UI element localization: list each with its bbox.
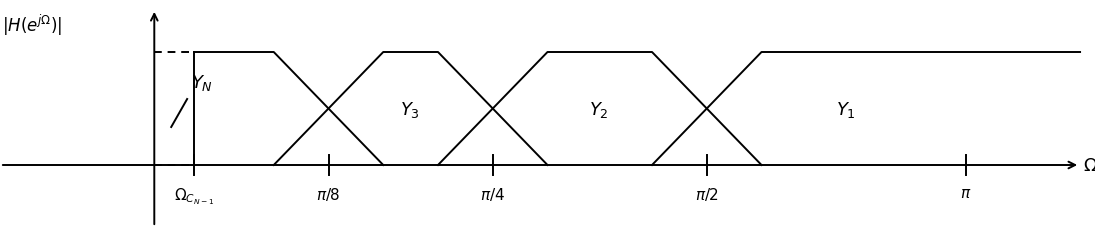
Text: $|H(e^{j\Omega})|$: $|H(e^{j\Omega})|$ (2, 13, 62, 38)
Text: $\Omega$: $\Omega$ (1083, 156, 1095, 174)
Text: $\Omega_{C_{N-1}}$: $\Omega_{C_{N-1}}$ (174, 185, 215, 206)
Text: $\pi$: $\pi$ (960, 185, 971, 200)
Text: $Y_2$: $Y_2$ (589, 100, 609, 119)
Text: $\pi/2$: $\pi/2$ (695, 185, 718, 202)
Text: $\pi/8$: $\pi/8$ (316, 185, 341, 202)
Text: $Y_3$: $Y_3$ (400, 100, 420, 119)
Text: $Y_N$: $Y_N$ (192, 73, 214, 93)
Text: $Y_1$: $Y_1$ (837, 100, 856, 119)
Text: $\pi/4$: $\pi/4$ (481, 185, 505, 202)
